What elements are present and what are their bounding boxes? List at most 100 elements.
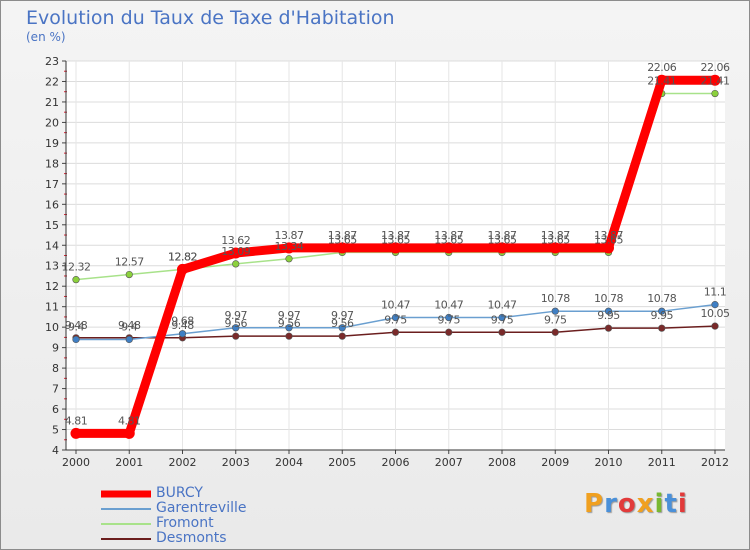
data-label-desmonts: 9.56 (225, 317, 248, 330)
data-point-desmonts (338, 332, 346, 340)
data-label-garentreville: 9.4 (121, 320, 137, 333)
data-point-desmonts (658, 324, 666, 332)
data-label-burcy: 13.87 (328, 229, 357, 242)
chart-legend: BURCY Garentreville Fromont Desmonts (101, 485, 301, 546)
legend-item-fromont: Fromont (101, 515, 301, 531)
data-point-fromont (711, 89, 719, 98)
data-label-garentreville: 10.47 (381, 299, 410, 312)
data-point-fromont (125, 270, 133, 279)
logo-letter: i (654, 489, 665, 519)
data-label-garentreville: 9.68 (171, 315, 194, 328)
y-tick-label: 22 (45, 75, 59, 88)
data-point-desmonts (711, 322, 719, 330)
data-label-fromont: 21.41 (701, 75, 730, 88)
y-tick-label: 10 (45, 321, 59, 334)
x-tick-label: 2008 (488, 456, 516, 469)
x-tick-label: 2007 (435, 456, 463, 469)
logo-letter: P (584, 489, 605, 519)
data-label-burcy: 13.62 (221, 234, 250, 247)
y-tick-label: 14 (45, 239, 59, 252)
data-label-desmonts: 9.48 (171, 319, 194, 332)
data-label-fromont: 13.65 (328, 233, 357, 246)
y-tick-label: 17 (45, 178, 59, 191)
data-point-desmonts (604, 324, 613, 332)
data-label-garentreville: 9.4 (68, 320, 84, 333)
y-tick-label: 18 (45, 157, 59, 170)
x-tick-label: 2000 (62, 456, 90, 469)
data-point-garentreville (604, 307, 613, 315)
legend-item-desmonts: Desmonts (101, 530, 301, 546)
data-label-burcy: 22.06 (701, 61, 730, 74)
y-tick-label: 8 (52, 362, 59, 375)
logo-letter: o (617, 489, 637, 519)
legend-label-garentreville: Garentreville (156, 500, 247, 516)
legend-swatch-garentreville (101, 501, 151, 516)
x-tick-label: 2004 (275, 456, 303, 469)
y-tick-label: 23 (45, 55, 59, 68)
x-tick-label: 2011 (648, 456, 676, 469)
data-label-desmonts: 9.75 (384, 313, 407, 326)
legend-label-fromont: Fromont (156, 515, 214, 531)
data-point-burcy (549, 242, 561, 254)
data-point-burcy (709, 74, 721, 86)
x-tick-label: 2001 (115, 456, 143, 469)
data-label-desmonts: 9.56 (278, 317, 301, 330)
y-tick-label: 5 (52, 424, 59, 437)
y-tick-label: 21 (45, 96, 59, 109)
data-label-burcy: 22.06 (647, 61, 676, 74)
data-label-garentreville: 9.97 (225, 309, 248, 322)
data-point-burcy (177, 263, 188, 275)
legend-label-burcy: BURCY (156, 485, 203, 501)
data-label-desmonts: 9.48 (65, 319, 88, 332)
x-tick-label: 2002 (169, 456, 197, 469)
data-label-fromont: 13.65 (488, 233, 517, 246)
data-label-desmonts: 9.48 (118, 319, 141, 332)
y-tick-label: 16 (45, 198, 59, 211)
data-label-fromont: 13.09 (221, 245, 250, 258)
data-label-burcy: 4.81 (65, 414, 88, 427)
data-point-burcy (496, 242, 508, 254)
data-point-burcy (390, 242, 401, 254)
data-label-desmonts: 9.75 (544, 313, 567, 326)
data-point-desmonts (232, 332, 240, 340)
data-label-burcy: 4.81 (118, 414, 141, 427)
data-point-burcy (656, 74, 668, 86)
legend-swatch-fromont (101, 516, 151, 531)
data-point-garentreville (338, 324, 346, 332)
x-tick-label: 2010 (595, 456, 623, 469)
x-tick-label: 2006 (382, 456, 410, 469)
data-point-desmonts (445, 328, 453, 336)
data-point-desmonts (551, 328, 559, 336)
data-point-burcy (443, 242, 455, 254)
data-point-garentreville (498, 313, 506, 322)
data-label-desmonts: 9.75 (438, 313, 461, 326)
logo-letter: r (604, 489, 618, 519)
y-tick-label: 7 (52, 383, 59, 396)
data-point-garentreville (125, 335, 133, 344)
data-point-fromont (72, 276, 80, 284)
data-point-burcy (336, 242, 348, 254)
legend-item-burcy: BURCY (101, 485, 301, 501)
y-tick-label: 19 (45, 137, 59, 150)
data-label-burcy: 13.87 (381, 229, 410, 242)
data-point-garentreville (232, 324, 240, 332)
data-point-burcy (70, 427, 82, 439)
data-point-garentreville (711, 301, 719, 309)
data-label-fromont: 13.65 (541, 233, 570, 246)
data-label-burcy: 13.87 (275, 229, 304, 242)
legend-label-desmonts: Desmonts (156, 530, 227, 546)
data-label-desmonts: 9.56 (331, 317, 354, 330)
legend-swatch-desmonts (101, 531, 151, 546)
data-label-desmonts: 10.05 (701, 307, 730, 320)
y-tick-label: 4 (52, 444, 59, 457)
data-label-garentreville: 10.78 (541, 292, 570, 305)
data-point-garentreville (391, 313, 400, 322)
y-tick-label: 13 (45, 260, 59, 273)
data-point-garentreville (551, 307, 559, 315)
data-point-garentreville (72, 335, 80, 344)
data-point-desmonts (498, 328, 506, 336)
data-point-burcy (603, 242, 614, 254)
data-label-desmonts: 9.95 (651, 309, 674, 322)
data-label-fromont: 13.65 (594, 233, 623, 246)
